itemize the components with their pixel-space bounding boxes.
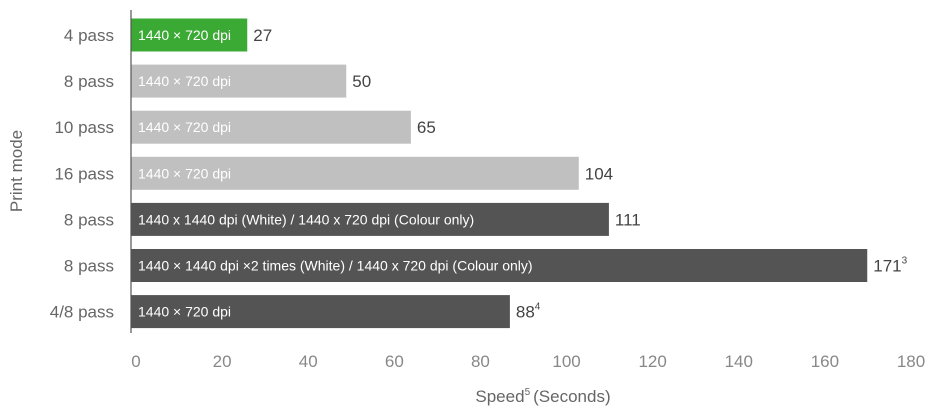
value-label: 50 <box>352 72 371 91</box>
bar-inner-label: 1440 × 720 dpi <box>138 73 231 89</box>
bar-inner-label: 1440 × 720 dpi <box>138 27 231 43</box>
value-label-number: 111 <box>615 210 641 229</box>
value-label: 884 <box>516 302 541 322</box>
value-label: 65 <box>417 118 436 137</box>
x-axis-title-suffix: (Seconds) <box>533 387 610 406</box>
value-label: 27 <box>253 26 272 45</box>
category-label: 4/8 pass <box>50 303 114 322</box>
x-tick-label: 60 <box>385 352 404 371</box>
value-label: 111 <box>615 210 641 229</box>
x-tick-label: 0 <box>131 352 140 371</box>
bar <box>131 156 579 190</box>
x-tick-label: 120 <box>638 352 666 371</box>
bar <box>131 249 868 282</box>
value-footnote: 3 <box>902 256 908 267</box>
category-label: 8 pass <box>64 210 114 229</box>
labels-layer: 4 pass 1440 × 720 dpi 27 8 pass 1440 × 720 d… <box>50 26 908 322</box>
category-label: 4 pass <box>64 26 114 45</box>
x-tick-label: 140 <box>725 352 753 371</box>
x-tick-label: 80 <box>471 352 490 371</box>
value-label: 104 <box>585 164 613 183</box>
bar-inner-label: 1440 × 1440 dpi ×2 times (White) / 1440 … <box>138 258 533 274</box>
y-axis-title: Print mode <box>7 130 26 212</box>
value-footnote: 4 <box>535 302 541 313</box>
x-axis-title: Speed5 (Seconds) <box>475 387 610 406</box>
value-label-number: 50 <box>352 72 371 91</box>
category-label: 10 pass <box>54 118 114 137</box>
x-ticks-layer: 0 20 40 60 80 100 120 140 160 180 <box>131 352 925 371</box>
bar <box>131 64 347 98</box>
category-label: 16 pass <box>54 164 114 183</box>
x-tick-label: 160 <box>811 352 839 371</box>
bars-layer <box>131 18 868 329</box>
value-label-number: 65 <box>417 118 436 137</box>
category-label: 8 pass <box>64 72 114 91</box>
value-label-number: 171 <box>873 257 901 276</box>
x-tick-label: 20 <box>213 352 232 371</box>
category-label: 8 pass <box>64 257 114 276</box>
x-axis-title-superscript: 5 <box>525 387 531 398</box>
value-label-number: 27 <box>253 26 272 45</box>
value-label-number: 104 <box>585 164 613 183</box>
bar <box>131 295 510 329</box>
bar <box>131 110 411 144</box>
bar-inner-label: 1440 × 720 dpi <box>138 119 231 135</box>
bar <box>131 18 248 52</box>
bar-inner-label: 1440 x 1440 dpi (White) / 1440 x 720 dpi… <box>138 211 474 227</box>
bar <box>131 202 609 236</box>
x-tick-label: 180 <box>897 352 925 371</box>
x-axis-title-main: Speed <box>475 387 524 406</box>
x-tick-label: 40 <box>299 352 318 371</box>
value-label: 1713 <box>873 256 907 276</box>
bar-inner-label: 1440 × 720 dpi <box>138 165 231 181</box>
value-label-number: 88 <box>516 303 535 322</box>
bar-inner-label: 1440 × 720 dpi <box>138 304 231 320</box>
x-tick-label: 100 <box>552 352 580 371</box>
